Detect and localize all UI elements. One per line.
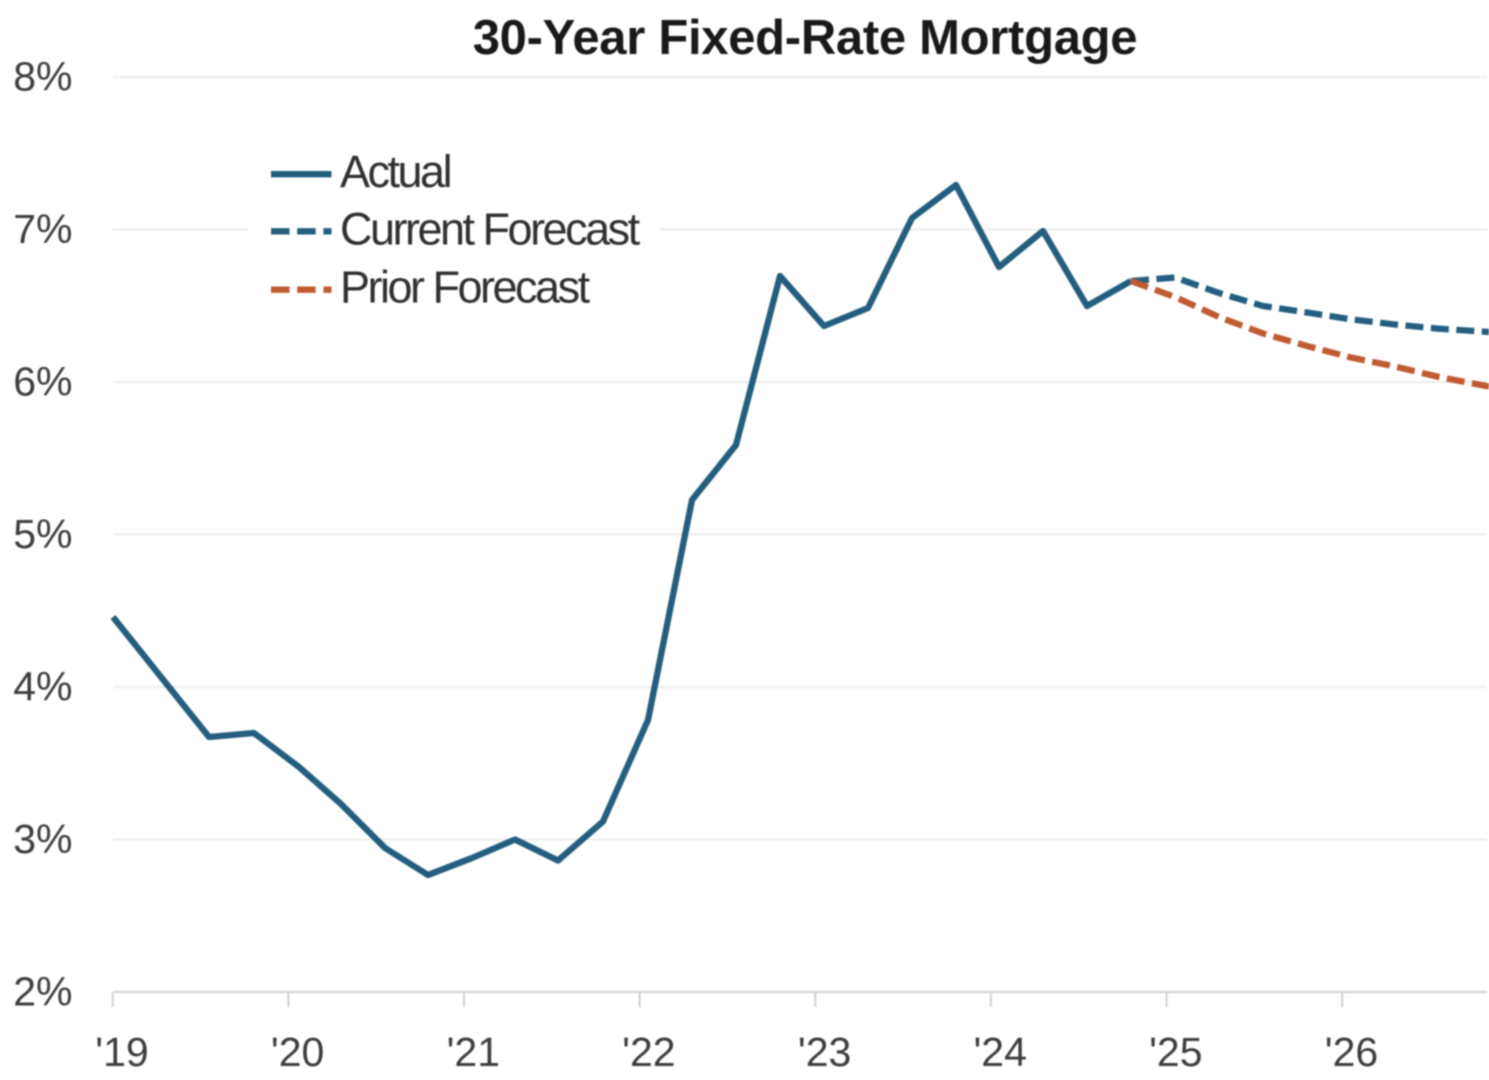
svg-text:'20: '20 — [271, 1029, 324, 1075]
svg-text:30-Year Fixed-Rate Mortgage: 30-Year Fixed-Rate Mortgage — [473, 11, 1138, 65]
svg-text:'24: '24 — [973, 1029, 1026, 1075]
svg-text:2%: 2% — [13, 969, 72, 1015]
svg-text:5%: 5% — [13, 511, 72, 557]
svg-text:Actual: Actual — [340, 146, 450, 197]
svg-text:'23: '23 — [798, 1029, 851, 1075]
svg-text:7%: 7% — [13, 206, 72, 252]
svg-text:4%: 4% — [13, 664, 72, 710]
svg-text:'26: '26 — [1325, 1029, 1378, 1075]
svg-text:'21: '21 — [447, 1029, 500, 1075]
svg-text:'22: '22 — [622, 1029, 675, 1075]
svg-text:'25: '25 — [1149, 1029, 1202, 1075]
svg-text:'19: '19 — [95, 1029, 148, 1075]
svg-text:Current Forecast: Current Forecast — [340, 203, 641, 254]
svg-text:6%: 6% — [13, 359, 72, 405]
svg-text:Prior Forecast: Prior Forecast — [340, 262, 591, 313]
svg-text:3%: 3% — [13, 816, 72, 862]
svg-text:8%: 8% — [13, 54, 72, 100]
